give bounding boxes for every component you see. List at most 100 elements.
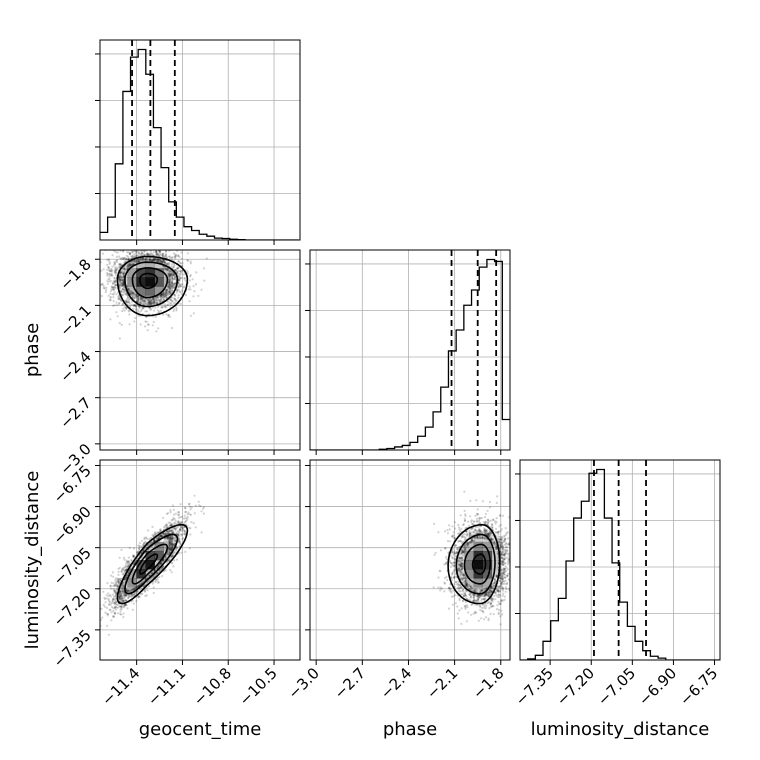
sample-point [152,300,155,303]
sample-point [149,258,152,261]
sample-point [120,548,123,552]
sample-point [462,550,465,553]
contour-0.5 [139,553,159,575]
sample-point [446,578,449,582]
sample-point [501,594,504,597]
sample-point [179,542,182,546]
sample-point [501,574,504,577]
sample-point [446,532,450,535]
sample-point [163,533,166,536]
sample-point [169,549,172,552]
sample-point [503,569,506,572]
sample-point [131,250,134,254]
sample-point [466,541,469,544]
sample-point [155,537,158,540]
sample-point [183,530,186,533]
sample-point [121,590,124,593]
density-cell [154,550,164,561]
sample-point [463,509,466,512]
sample-point [494,522,497,525]
sample-point [170,537,173,540]
sample-point [120,271,124,274]
sample-point [187,288,190,291]
sample-point [476,530,479,533]
sample-point [128,301,131,304]
sample-point [127,257,130,260]
sample-point [146,589,149,592]
sample-point [123,569,126,572]
sample-point [118,302,121,306]
sample-point [120,613,123,616]
sample-point [489,602,492,606]
sample-point [168,543,171,546]
sample-point [149,578,153,581]
sample-point [132,307,135,310]
sample-point [121,282,125,285]
sample-point [168,282,171,285]
sample-point [127,251,130,254]
sample-point [498,541,501,544]
sample-point [161,566,164,569]
sample-point [444,547,447,550]
sample-point [171,296,174,299]
sample-point [141,252,144,255]
sample-point [470,520,473,523]
sample-point [501,572,504,575]
sample-point [119,271,123,274]
sample-point [131,599,134,602]
sample-point [172,551,175,555]
sample-point [145,252,148,255]
sample-point [177,520,180,523]
sample-point [493,520,496,523]
sample-point [457,586,460,589]
sample-point [138,260,141,263]
sample-point [483,529,486,532]
sample-point [184,550,187,554]
sample-point [168,275,171,278]
sample-point [137,595,140,598]
density-cell [473,532,483,543]
sample-point [480,609,483,613]
sample-point [165,294,168,297]
sample-point [124,604,127,607]
sample-point [188,503,191,506]
sample-point [132,246,134,248]
sample-point [164,262,167,265]
y-axis-label-phase: phase [22,323,43,377]
sample-point [501,554,504,557]
sample-point [174,547,178,550]
sample-point [138,301,142,304]
sample-point [165,556,168,559]
sample-point [477,596,480,599]
sample-point [178,552,181,555]
sample-point [479,608,482,611]
sample-point [122,284,125,287]
sample-point [113,615,116,618]
sample-point [176,289,179,292]
sample-point [113,270,116,273]
sample-point [102,284,105,287]
sample-point [171,277,174,280]
sample-point [475,535,479,538]
sample-point [469,515,472,518]
sample-point [463,519,466,522]
sample-point [472,599,475,603]
sample-point [107,294,110,297]
sample-point [149,259,152,262]
sample-point [115,583,118,586]
sample-point [154,306,157,309]
sample-point [476,513,480,516]
sample-point [476,537,479,540]
sample-point [502,572,506,575]
sample-point [459,570,462,574]
sample-point [131,300,134,303]
sample-point [503,553,506,556]
sample-point [505,533,508,536]
sample-point [493,542,496,545]
sample-point [501,577,504,580]
sample-point [120,279,123,282]
sample-point [449,554,452,558]
sample-point [97,271,99,273]
sample-point [172,302,176,305]
sample-point [462,551,465,554]
